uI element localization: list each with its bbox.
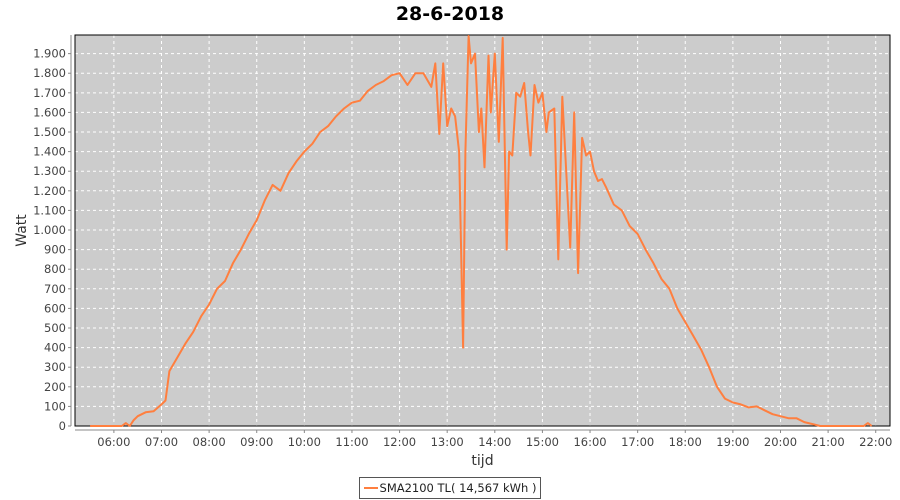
y-tick-label: 0	[59, 419, 66, 433]
x-tick-label: 08:00	[193, 435, 226, 449]
x-tick-label: 19:00	[716, 435, 749, 449]
x-tick-label: 20:00	[764, 435, 797, 449]
legend-label: SMA2100 TL( 14,567 kWh )	[379, 481, 537, 495]
x-axis-label: tijd	[471, 453, 493, 469]
x-tick-label: 11:00	[335, 435, 368, 449]
x-tick-label: 13:00	[431, 435, 464, 449]
y-tick-label: 1.100	[33, 203, 66, 217]
y-tick-label: 1.000	[33, 223, 66, 237]
y-tick-label: 700	[44, 282, 66, 296]
y-tick-label: 1.900	[33, 47, 66, 61]
plot-border	[74, 34, 891, 427]
x-tick-label: 14:00	[478, 435, 511, 449]
x-tick-label: 16:00	[573, 435, 606, 449]
y-tick-label: 1.200	[33, 184, 66, 198]
y-tick-label: 900	[44, 243, 66, 257]
y-tick-label: 300	[44, 360, 66, 374]
legend: SMA2100 TL( 14,567 kWh )	[359, 477, 541, 499]
chart-title: 28-6-2018	[395, 3, 505, 25]
x-tick-label: 21:00	[812, 435, 845, 449]
y-tick-label: 1.600	[33, 105, 66, 119]
x-tick-label: 09:00	[240, 435, 273, 449]
y-tick-label: 1.300	[33, 164, 66, 178]
y-tick-label: 600	[44, 301, 66, 315]
x-tick-label: 18:00	[669, 435, 702, 449]
x-tick-label: 22:00	[859, 435, 892, 449]
x-tick-label: 17:00	[621, 435, 654, 449]
x-tick-label: 12:00	[383, 435, 416, 449]
y-tick-label: 1.700	[33, 86, 66, 100]
x-tick-label: 07:00	[145, 435, 178, 449]
y-tick-label: 800	[44, 262, 66, 276]
y-axis-label: Watt	[14, 214, 30, 247]
x-tick-label: 15:00	[526, 435, 559, 449]
series-line	[90, 35, 873, 427]
x-tick-label: 10:00	[288, 435, 321, 449]
y-tick-label: 1.800	[33, 66, 66, 80]
y-tick-label: 200	[44, 380, 66, 394]
y-tick-label: 400	[44, 341, 66, 355]
y-tick-label: 100	[44, 399, 66, 413]
legend-swatch	[363, 487, 378, 489]
y-tick-label: 1.400	[33, 145, 66, 159]
y-tick-label: 1.500	[33, 125, 66, 139]
y-tick-label: 500	[44, 321, 66, 335]
x-tick-label: 06:00	[97, 435, 130, 449]
